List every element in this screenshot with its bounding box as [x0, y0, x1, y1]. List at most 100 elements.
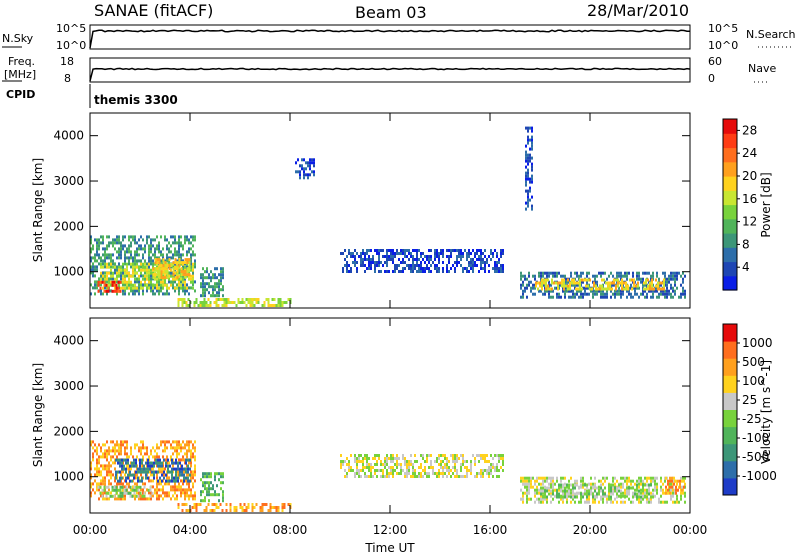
power-cell: [572, 292, 574, 296]
velocity-cell: [432, 472, 434, 475]
power-cell: [214, 276, 216, 280]
power-cell: [662, 292, 664, 296]
velocity-cell: [117, 494, 120, 498]
velocity-cell: [126, 452, 128, 456]
velocity-cell: [180, 494, 182, 498]
velocity-cell: [186, 488, 188, 492]
power-cell: [400, 261, 402, 264]
velocity-cell: [146, 488, 148, 492]
power-cell: [158, 247, 160, 251]
velocity-cell: [135, 464, 137, 468]
power-cell: [100, 292, 102, 296]
velocity-cell: [622, 494, 624, 498]
velocity-cell: [444, 466, 446, 469]
velocity-cell: [126, 440, 128, 444]
velocity-cell: [90, 467, 92, 471]
power-cell: [96, 250, 98, 254]
power-cell: [538, 289, 540, 293]
power-cell: [209, 304, 212, 307]
power-cell: [386, 264, 388, 267]
velocity-cell: [600, 497, 602, 501]
power-cell: [160, 276, 163, 280]
power-cell: [360, 264, 362, 267]
velocity-cell: [442, 472, 444, 475]
velocity-cell: [534, 500, 536, 504]
power-cell: [227, 301, 230, 304]
velocity-cell: [528, 479, 530, 483]
power-cell: [464, 267, 466, 270]
power-cell: [122, 277, 124, 281]
velocity-cell: [162, 491, 164, 495]
velocity-cell: [574, 492, 576, 496]
velocity-cell: [105, 485, 108, 489]
velocity-cell: [194, 440, 196, 444]
power-cell: [625, 284, 627, 288]
velocity-cell: [144, 452, 146, 456]
velocity-cell: [552, 476, 554, 480]
power-cell: [90, 271, 92, 275]
power-cell: [651, 278, 653, 282]
power-cell: [166, 273, 169, 277]
velocity-cell: [277, 506, 280, 509]
velocity-cell: [253, 506, 256, 509]
velocity-cell: [368, 463, 370, 466]
power-cell: [592, 295, 594, 299]
power-cell: [527, 138, 529, 142]
velocity-cell: [492, 463, 494, 466]
velocity-cell: [362, 460, 364, 463]
velocity-cell: [374, 454, 376, 457]
velocity-cell: [390, 454, 392, 457]
velocity-cell: [108, 467, 110, 471]
velocity-cell: [261, 509, 264, 512]
power-cell: [616, 292, 618, 296]
velocity-cell: [456, 475, 458, 478]
velocity-cell: [139, 479, 141, 483]
velocity-cell: [418, 466, 420, 469]
power-cell: [640, 280, 642, 284]
power-cell: [436, 255, 438, 258]
velocity-cell: [458, 475, 460, 478]
power-cell: [558, 295, 560, 299]
power-cell: [424, 255, 426, 258]
power-cell: [438, 261, 440, 264]
power-cell: [172, 283, 174, 287]
nsky-panel: N.Sky 10^5 10^0 10^5 10^0 N.Search: [2, 22, 796, 52]
power-cell: [164, 267, 167, 271]
velocity-cell: [192, 470, 194, 474]
power-cell: [188, 267, 191, 271]
velocity-cell: [620, 476, 622, 480]
velocity-cell: [422, 457, 424, 460]
power-cell: [97, 280, 100, 284]
power-cell: [664, 292, 666, 296]
velocity-cell: [667, 488, 669, 492]
velocity-cell: [446, 475, 448, 478]
velocity-colorbar-swatch: [723, 375, 737, 393]
velocity-cell: [530, 485, 532, 489]
power-cell: [90, 238, 92, 242]
power-cell: [174, 271, 176, 275]
power-cell: [554, 286, 556, 290]
power-cell: [520, 274, 522, 278]
power-cell: [174, 274, 176, 278]
power-cell: [132, 259, 134, 263]
power-cell: [156, 286, 158, 290]
power-cell: [106, 244, 108, 248]
power-cell: [138, 283, 140, 287]
velocity-cell: [178, 458, 180, 462]
power-cell: [218, 291, 220, 295]
power-cell: [102, 292, 104, 296]
power-cell: [607, 284, 609, 288]
power-cell: [309, 164, 311, 168]
power-cell: [567, 287, 569, 291]
power-cell: [525, 207, 527, 211]
power-cell: [563, 278, 565, 282]
velocity-cell: [590, 492, 592, 496]
power-cell: [202, 273, 204, 277]
velocity-cell: [162, 497, 164, 501]
power-cell: [633, 284, 635, 288]
power-cell: [494, 261, 496, 264]
power-cell: [587, 284, 589, 288]
power-cell: [111, 283, 114, 287]
power-cell: [374, 267, 376, 270]
power-cell: [138, 274, 140, 278]
